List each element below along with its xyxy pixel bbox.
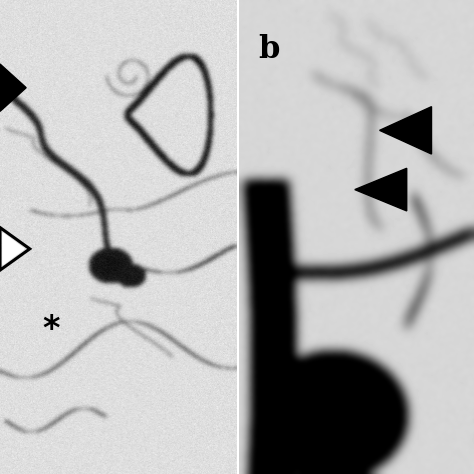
Text: *: * xyxy=(42,313,60,346)
Polygon shape xyxy=(3,233,24,264)
Polygon shape xyxy=(380,107,431,154)
Polygon shape xyxy=(355,168,407,211)
Polygon shape xyxy=(0,64,26,111)
Text: b: b xyxy=(258,34,279,65)
